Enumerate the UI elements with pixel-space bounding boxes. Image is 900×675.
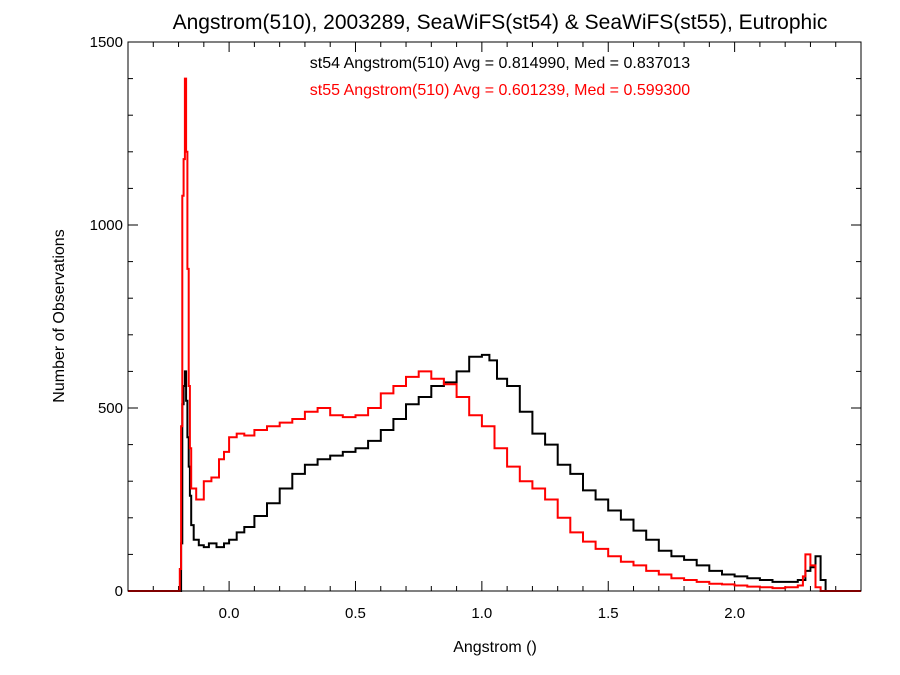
- series-layer: [128, 77, 861, 592]
- y-tick-label: 0: [115, 583, 123, 600]
- x-tick-label: 1.0: [471, 605, 492, 622]
- legend-st55: st55 Angstrom(510) Avg = 0.601239, Med =…: [310, 82, 691, 99]
- x-axis-label: Angstrom (): [453, 639, 537, 656]
- plot-frame: [127, 41, 862, 592]
- y-tick-labels: 0 500 1000 1500: [90, 34, 123, 600]
- x-tick-label: 0.0: [219, 605, 240, 622]
- axis-ticks: [128, 41, 861, 592]
- y-tick-label: 1000: [90, 217, 123, 234]
- y-tick-label: 500: [98, 400, 123, 417]
- legend-st54: st54 Angstrom(510) Avg = 0.814990, Med =…: [310, 55, 691, 72]
- y-axis-label: Number of Observations: [51, 229, 68, 402]
- x-tick-labels: 0.0 0.5 1.0 1.5 2.0: [219, 605, 745, 622]
- x-tick-label: 0.5: [345, 605, 366, 622]
- series-st55-line: [128, 77, 861, 592]
- x-tick-label: 1.5: [598, 605, 619, 622]
- y-tick-label: 1500: [90, 34, 123, 51]
- chart-title: Angstrom(510), 2003289, SeaWiFS(st54) & …: [173, 11, 828, 34]
- x-tick-label: 2.0: [724, 605, 745, 622]
- series-st54-line: [128, 353, 861, 592]
